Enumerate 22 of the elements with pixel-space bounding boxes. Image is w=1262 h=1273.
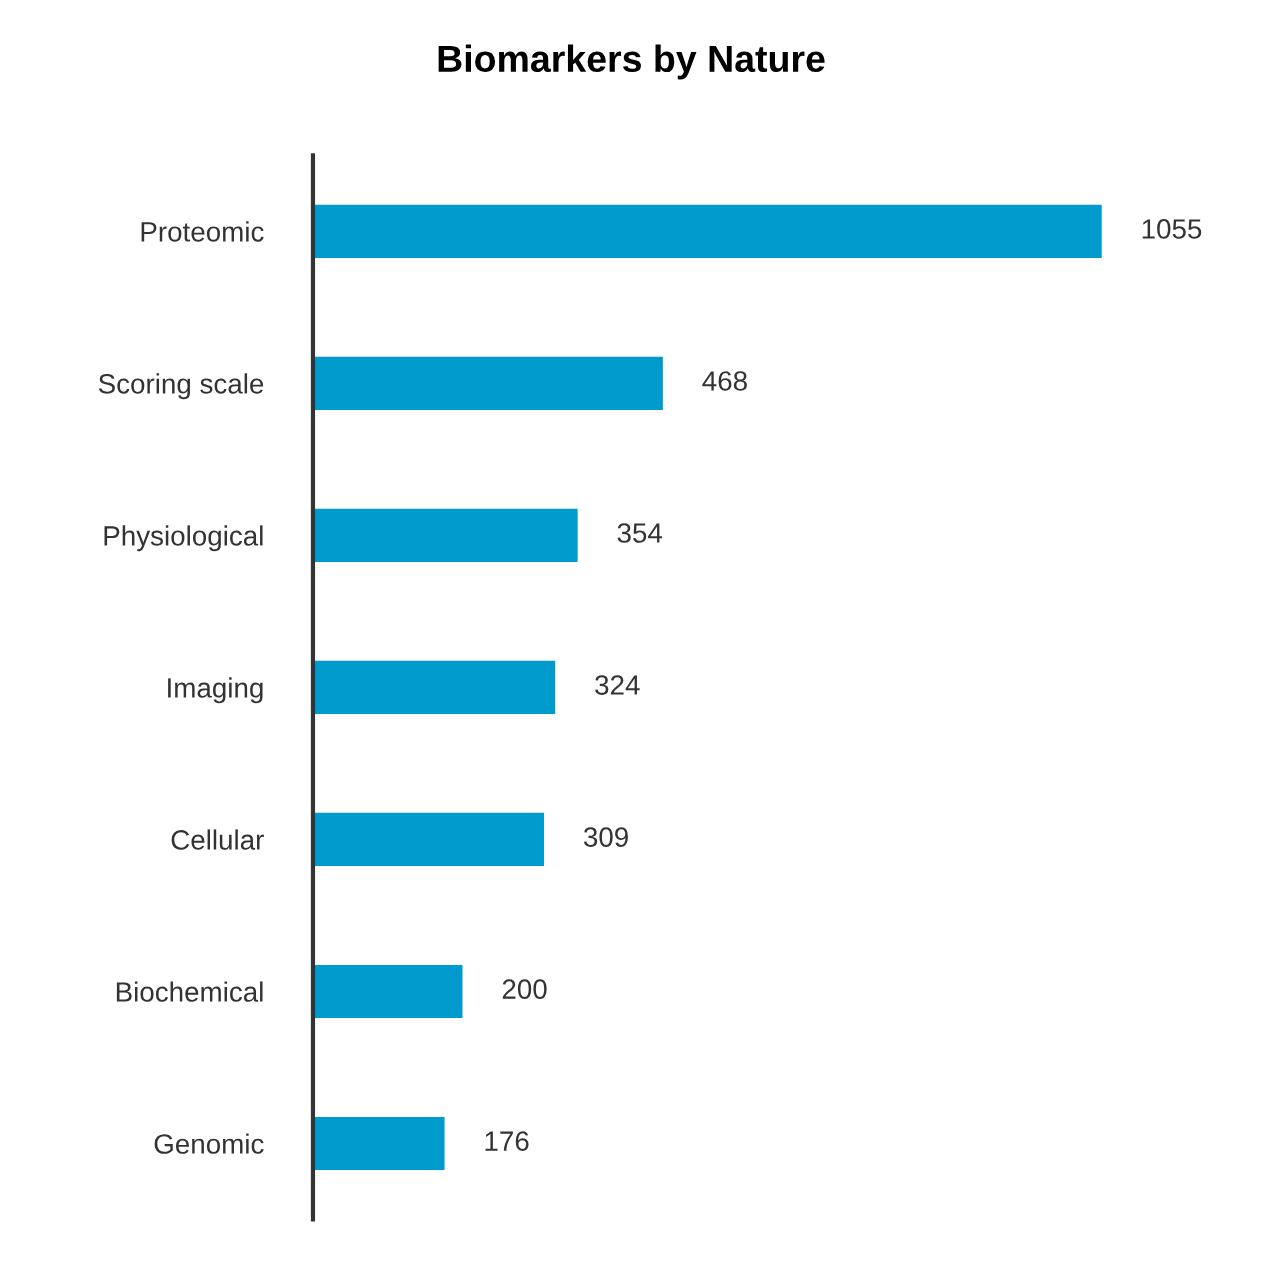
- y-tick-label: Proteomic: [141, 221, 264, 242]
- y-tick-label: Scoring scale: [98, 373, 264, 400]
- data-label: 200: [502, 979, 547, 999]
- bar: [312, 1116, 445, 1171]
- chart-title: Biomarkers by Nature: [438, 44, 825, 80]
- y-tick-label: Biochemical: [116, 981, 263, 1002]
- y-tick-label: Genomic: [154, 1133, 264, 1154]
- bar: [312, 812, 544, 867]
- data-label: 468: [702, 371, 747, 391]
- bar: [312, 204, 1102, 258]
- bar: [312, 964, 463, 1019]
- y-tick-label: Cellular: [171, 829, 264, 850]
- y-tick-label: Physiological: [104, 525, 263, 552]
- y-tick-label: Imaging: [168, 677, 263, 704]
- data-label: 309: [583, 827, 628, 847]
- data-label: 176: [485, 1131, 529, 1151]
- data-label: 1055: [1142, 219, 1202, 239]
- bar: [312, 660, 556, 715]
- data-label: 354: [617, 523, 663, 543]
- bar: [312, 508, 578, 562]
- data-label: 324: [595, 675, 640, 695]
- bar: [312, 356, 663, 410]
